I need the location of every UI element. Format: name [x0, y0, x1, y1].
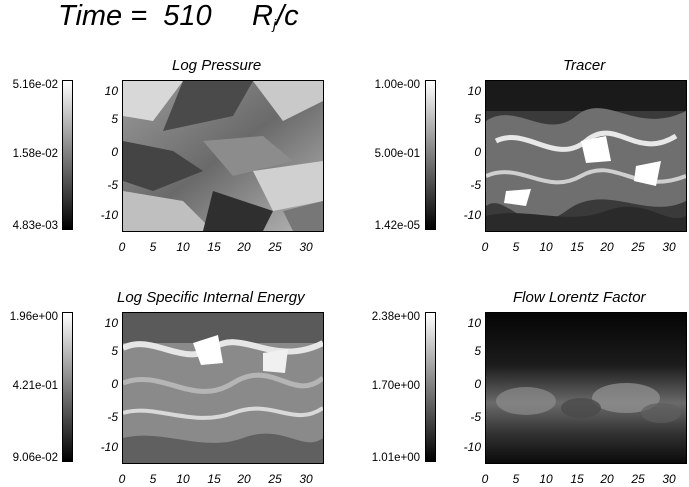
colorbar-mid-log-specific-internal-energy: 4.21e-01: [12, 380, 58, 392]
x-tick-label: 30: [299, 472, 313, 486]
y-tick-label: 5: [111, 112, 118, 126]
y-tick-label: -10: [463, 208, 481, 222]
y-tick-label: -10: [463, 440, 481, 454]
x-tick-label: 0: [118, 472, 126, 486]
colorbar-tracer: [425, 80, 436, 230]
plot-log-specific-internal-energy: [122, 312, 324, 464]
time-unit-sub: j: [272, 16, 277, 32]
x-tick-label: 0: [118, 240, 126, 254]
y-tick-label: 10: [104, 84, 118, 98]
x-tick-label: 25: [631, 240, 645, 254]
panel-title-log-pressure: Log Pressure: [172, 57, 262, 74]
field-image-flow-lorentz-factor: [486, 313, 686, 463]
time-unit-main: R: [251, 0, 273, 32]
x-tick-label: 25: [268, 472, 282, 486]
y-tick-label: 0: [111, 377, 118, 391]
x-tick-label: 0: [481, 240, 489, 254]
x-tick-label: 0: [481, 472, 489, 486]
x-tick-label: 15: [570, 240, 584, 254]
plot-tracer: [485, 80, 687, 232]
plot-log-pressure: [122, 80, 324, 232]
y-tick-label: -10: [100, 440, 118, 454]
y-tick-label: -5: [470, 410, 481, 424]
y-tick-label: 0: [474, 145, 481, 159]
x-tick-label: 20: [600, 472, 614, 486]
x-tick-label: 10: [539, 472, 553, 486]
colorbar-log-specific-internal-energy: [62, 312, 73, 462]
x-tick-label: 10: [176, 240, 190, 254]
x-tick-label: 5: [149, 472, 157, 486]
colorbar-min-tracer: 1.42e-05: [374, 220, 420, 232]
panel-title-tracer: Tracer: [563, 57, 606, 74]
x-tick-label: 20: [600, 240, 614, 254]
panel-title-log-specific-internal-energy: Log Specific Internal Energy: [117, 289, 305, 306]
time-unit-tail: /c: [276, 0, 299, 32]
colorbar-max-flow-lorentz-factor: 2.38e+00: [371, 311, 420, 323]
colorbar-mid-flow-lorentz-factor: 1.70e+00: [371, 380, 420, 392]
field-image-log-pressure: [123, 81, 323, 231]
y-tick-label: 10: [467, 316, 481, 330]
colorbar-flow-lorentz-factor: [425, 312, 436, 462]
x-tick-label: 30: [662, 472, 676, 486]
y-tick-label: 5: [474, 344, 481, 358]
x-tick-label: 5: [512, 472, 520, 486]
x-tick-label: 15: [207, 240, 221, 254]
colorbar-max-tracer: 1.00e-00: [374, 79, 420, 91]
x-tick-label: 10: [539, 240, 553, 254]
colorbar-min-log-pressure: 4.83e-03: [12, 220, 58, 232]
x-tick-label: 10: [176, 472, 190, 486]
y-tick-label: -5: [470, 178, 481, 192]
colorbar-min-flow-lorentz-factor: 1.01e+00: [371, 452, 420, 464]
colorbar-log-pressure: [62, 80, 73, 230]
colorbar-mid-tracer: 5.00e-01: [374, 148, 420, 160]
x-tick-label: 20: [237, 240, 251, 254]
x-tick-label: 25: [268, 240, 282, 254]
time-prefix: Time = 510: [58, 0, 212, 32]
x-tick-label: 25: [631, 472, 645, 486]
y-tick-label: 0: [111, 145, 118, 159]
x-tick-label: 5: [512, 240, 520, 254]
plot-flow-lorentz-factor: [485, 312, 687, 464]
x-tick-label: 15: [570, 472, 584, 486]
y-tick-label: -10: [100, 208, 118, 222]
colorbar-max-log-specific-internal-energy: 1.96e+00: [9, 311, 58, 323]
y-tick-label: -5: [107, 410, 118, 424]
colorbar-max-log-pressure: 5.16e-02: [12, 79, 58, 91]
x-tick-label: 30: [299, 240, 313, 254]
colorbar-min-log-specific-internal-energy: 9.06e-02: [12, 452, 58, 464]
field-image-log-specific-internal-energy: [123, 313, 323, 463]
x-tick-label: 30: [662, 240, 676, 254]
panel-title-flow-lorentz-factor: Flow Lorentz Factor: [513, 289, 646, 306]
colorbar-mid-log-pressure: 1.58e-02: [12, 148, 58, 160]
x-tick-label: 5: [149, 240, 157, 254]
y-tick-label: 5: [111, 344, 118, 358]
y-tick-label: 10: [467, 84, 481, 98]
y-tick-label: -5: [107, 178, 118, 192]
y-tick-label: 5: [474, 112, 481, 126]
field-image-tracer: [486, 81, 686, 231]
y-tick-label: 10: [104, 316, 118, 330]
x-tick-label: 15: [207, 472, 221, 486]
time-title: Time = 510 Rj/c: [58, 0, 299, 33]
y-tick-label: 0: [474, 377, 481, 391]
x-tick-label: 20: [237, 472, 251, 486]
